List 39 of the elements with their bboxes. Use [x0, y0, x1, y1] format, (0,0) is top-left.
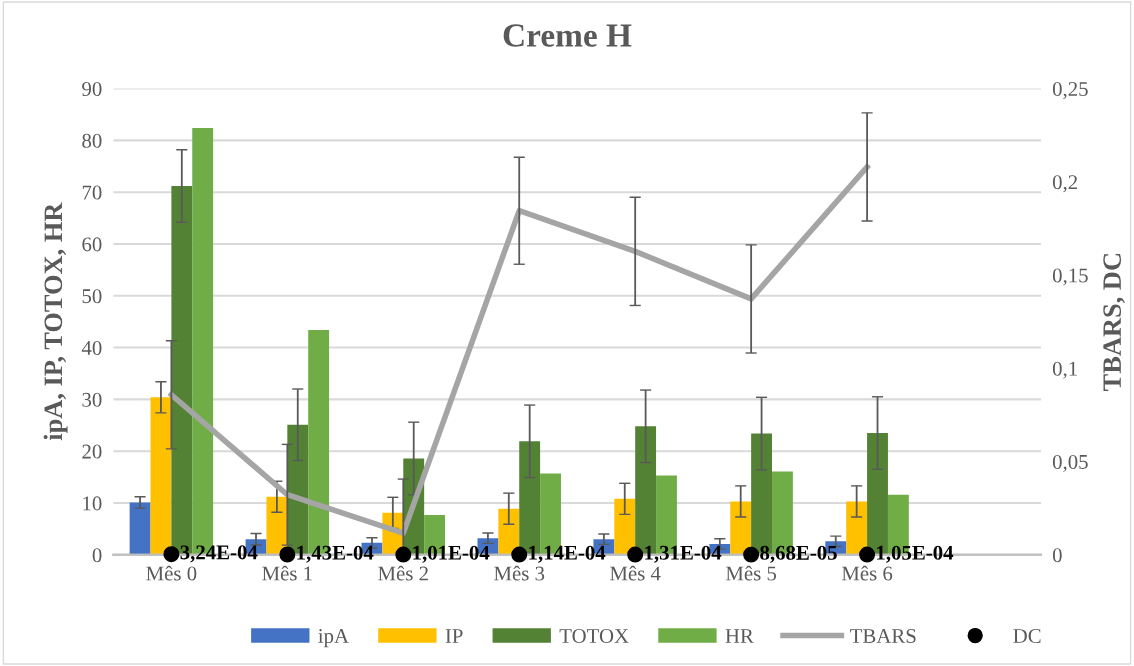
x-tick-label: Mês 6 — [841, 565, 893, 581]
y-axis-title: ipA, IP, TOTOX, HR — [43, 202, 68, 441]
y-tick-label: 10 — [83, 496, 102, 511]
legend-label: IP — [445, 629, 463, 643]
chart-title: Creme H — [503, 24, 632, 47]
x-tick-label: Mês 4 — [610, 565, 661, 581]
y-tick-label: 0 — [92, 548, 102, 563]
legend-label: DC — [1013, 629, 1041, 644]
data-label: 1,01E-04 — [413, 545, 490, 563]
data-label: 8,68E-05 — [760, 545, 837, 563]
y-tick-label: 20 — [82, 444, 102, 459]
data-label: 1,31E-04 — [645, 545, 722, 563]
y-tick-label: 30 — [82, 392, 102, 407]
y2-tick-label: 0,1 — [1052, 361, 1077, 379]
y2-tick-label: 0 — [1052, 548, 1062, 563]
x-tick-label: Mês 2 — [378, 565, 428, 581]
legend-label: TOTOX — [559, 629, 629, 644]
y2-tick-label: 0,05 — [1052, 454, 1088, 472]
x-tick-label: Mês 1 — [262, 565, 312, 581]
legend-label: ipA — [318, 629, 349, 648]
y2-axis-title: TBARS, DC — [1103, 254, 1125, 391]
y2-tick-label: 0,2 — [1052, 175, 1078, 193]
data-label: 1,05E-04 — [877, 545, 954, 563]
x-tick-label: Mês 5 — [725, 565, 777, 581]
data-label: 1,14E-04 — [529, 545, 606, 563]
y-tick-label: 50 — [82, 289, 102, 304]
y-tick-label: 40 — [81, 340, 102, 356]
y-tick-label: 60 — [82, 237, 102, 252]
y-tick-label: 90 — [82, 81, 102, 97]
y2-tick-label: 0,25 — [1052, 81, 1088, 100]
data-label: 1,43E-04 — [297, 545, 374, 563]
data-label: 3,24E-04 — [180, 545, 258, 563]
x-tick-label: Mês 3 — [494, 565, 545, 581]
legend-label: TBARS — [850, 629, 916, 644]
x-tick-label: Mês 0 — [146, 565, 197, 581]
y2-tick-label: 0,15 — [1052, 268, 1088, 286]
legend-label: HR — [725, 629, 754, 643]
y-tick-label: 80 — [82, 133, 102, 148]
y-tick-label: 70 — [82, 185, 102, 200]
